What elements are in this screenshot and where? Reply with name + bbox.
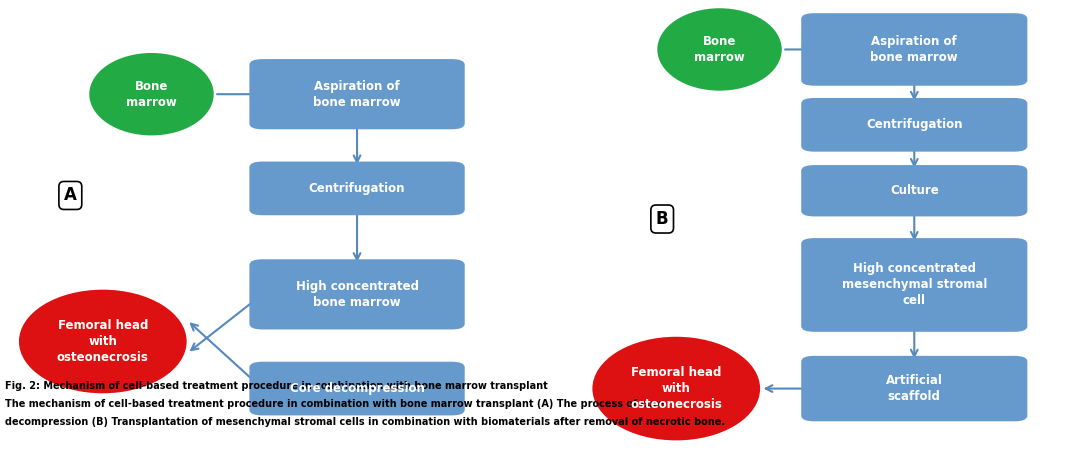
- FancyBboxPatch shape: [249, 259, 465, 330]
- Text: Femoral head
with
osteonecrosis: Femoral head with osteonecrosis: [631, 366, 722, 411]
- FancyBboxPatch shape: [801, 98, 1027, 152]
- FancyBboxPatch shape: [249, 59, 465, 129]
- Text: Centrifugation: Centrifugation: [866, 118, 963, 131]
- Text: Bone
marrow: Bone marrow: [695, 35, 744, 64]
- FancyBboxPatch shape: [249, 362, 465, 415]
- Text: Culture: Culture: [889, 184, 939, 197]
- Text: Centrifugation: Centrifugation: [308, 182, 406, 195]
- Text: Fig. 2: Mechanism of cell-based treatment procedure in combination with bone mar: Fig. 2: Mechanism of cell-based treatmen…: [5, 381, 549, 391]
- Text: Bone
marrow: Bone marrow: [127, 80, 176, 109]
- FancyBboxPatch shape: [801, 238, 1027, 332]
- Text: Aspiration of
bone marrow: Aspiration of bone marrow: [871, 35, 958, 64]
- Ellipse shape: [658, 8, 782, 90]
- FancyBboxPatch shape: [249, 162, 465, 215]
- Text: Aspiration of
bone marrow: Aspiration of bone marrow: [314, 80, 400, 109]
- Text: High concentrated
mesenchymal stromal
cell: High concentrated mesenchymal stromal ce…: [842, 262, 987, 308]
- Text: The mechanism of cell-based treatment procedure in combination with bone marrow : The mechanism of cell-based treatment pr…: [5, 398, 665, 409]
- Text: A: A: [64, 187, 77, 204]
- FancyBboxPatch shape: [801, 165, 1027, 217]
- Ellipse shape: [19, 290, 187, 393]
- Ellipse shape: [593, 337, 760, 440]
- Text: Femoral head
with
osteonecrosis: Femoral head with osteonecrosis: [57, 319, 148, 364]
- FancyBboxPatch shape: [801, 13, 1027, 86]
- Ellipse shape: [89, 53, 214, 136]
- Text: B: B: [656, 210, 669, 228]
- Text: decompression (B) Transplantation of mesenchymal stromal cells in combination wi: decompression (B) Transplantation of mes…: [5, 416, 726, 427]
- FancyBboxPatch shape: [801, 356, 1027, 421]
- Text: Core decompression: Core decompression: [290, 382, 424, 395]
- Text: Artificial
scaffold: Artificial scaffold: [886, 374, 942, 403]
- Text: High concentrated
bone marrow: High concentrated bone marrow: [295, 280, 419, 309]
